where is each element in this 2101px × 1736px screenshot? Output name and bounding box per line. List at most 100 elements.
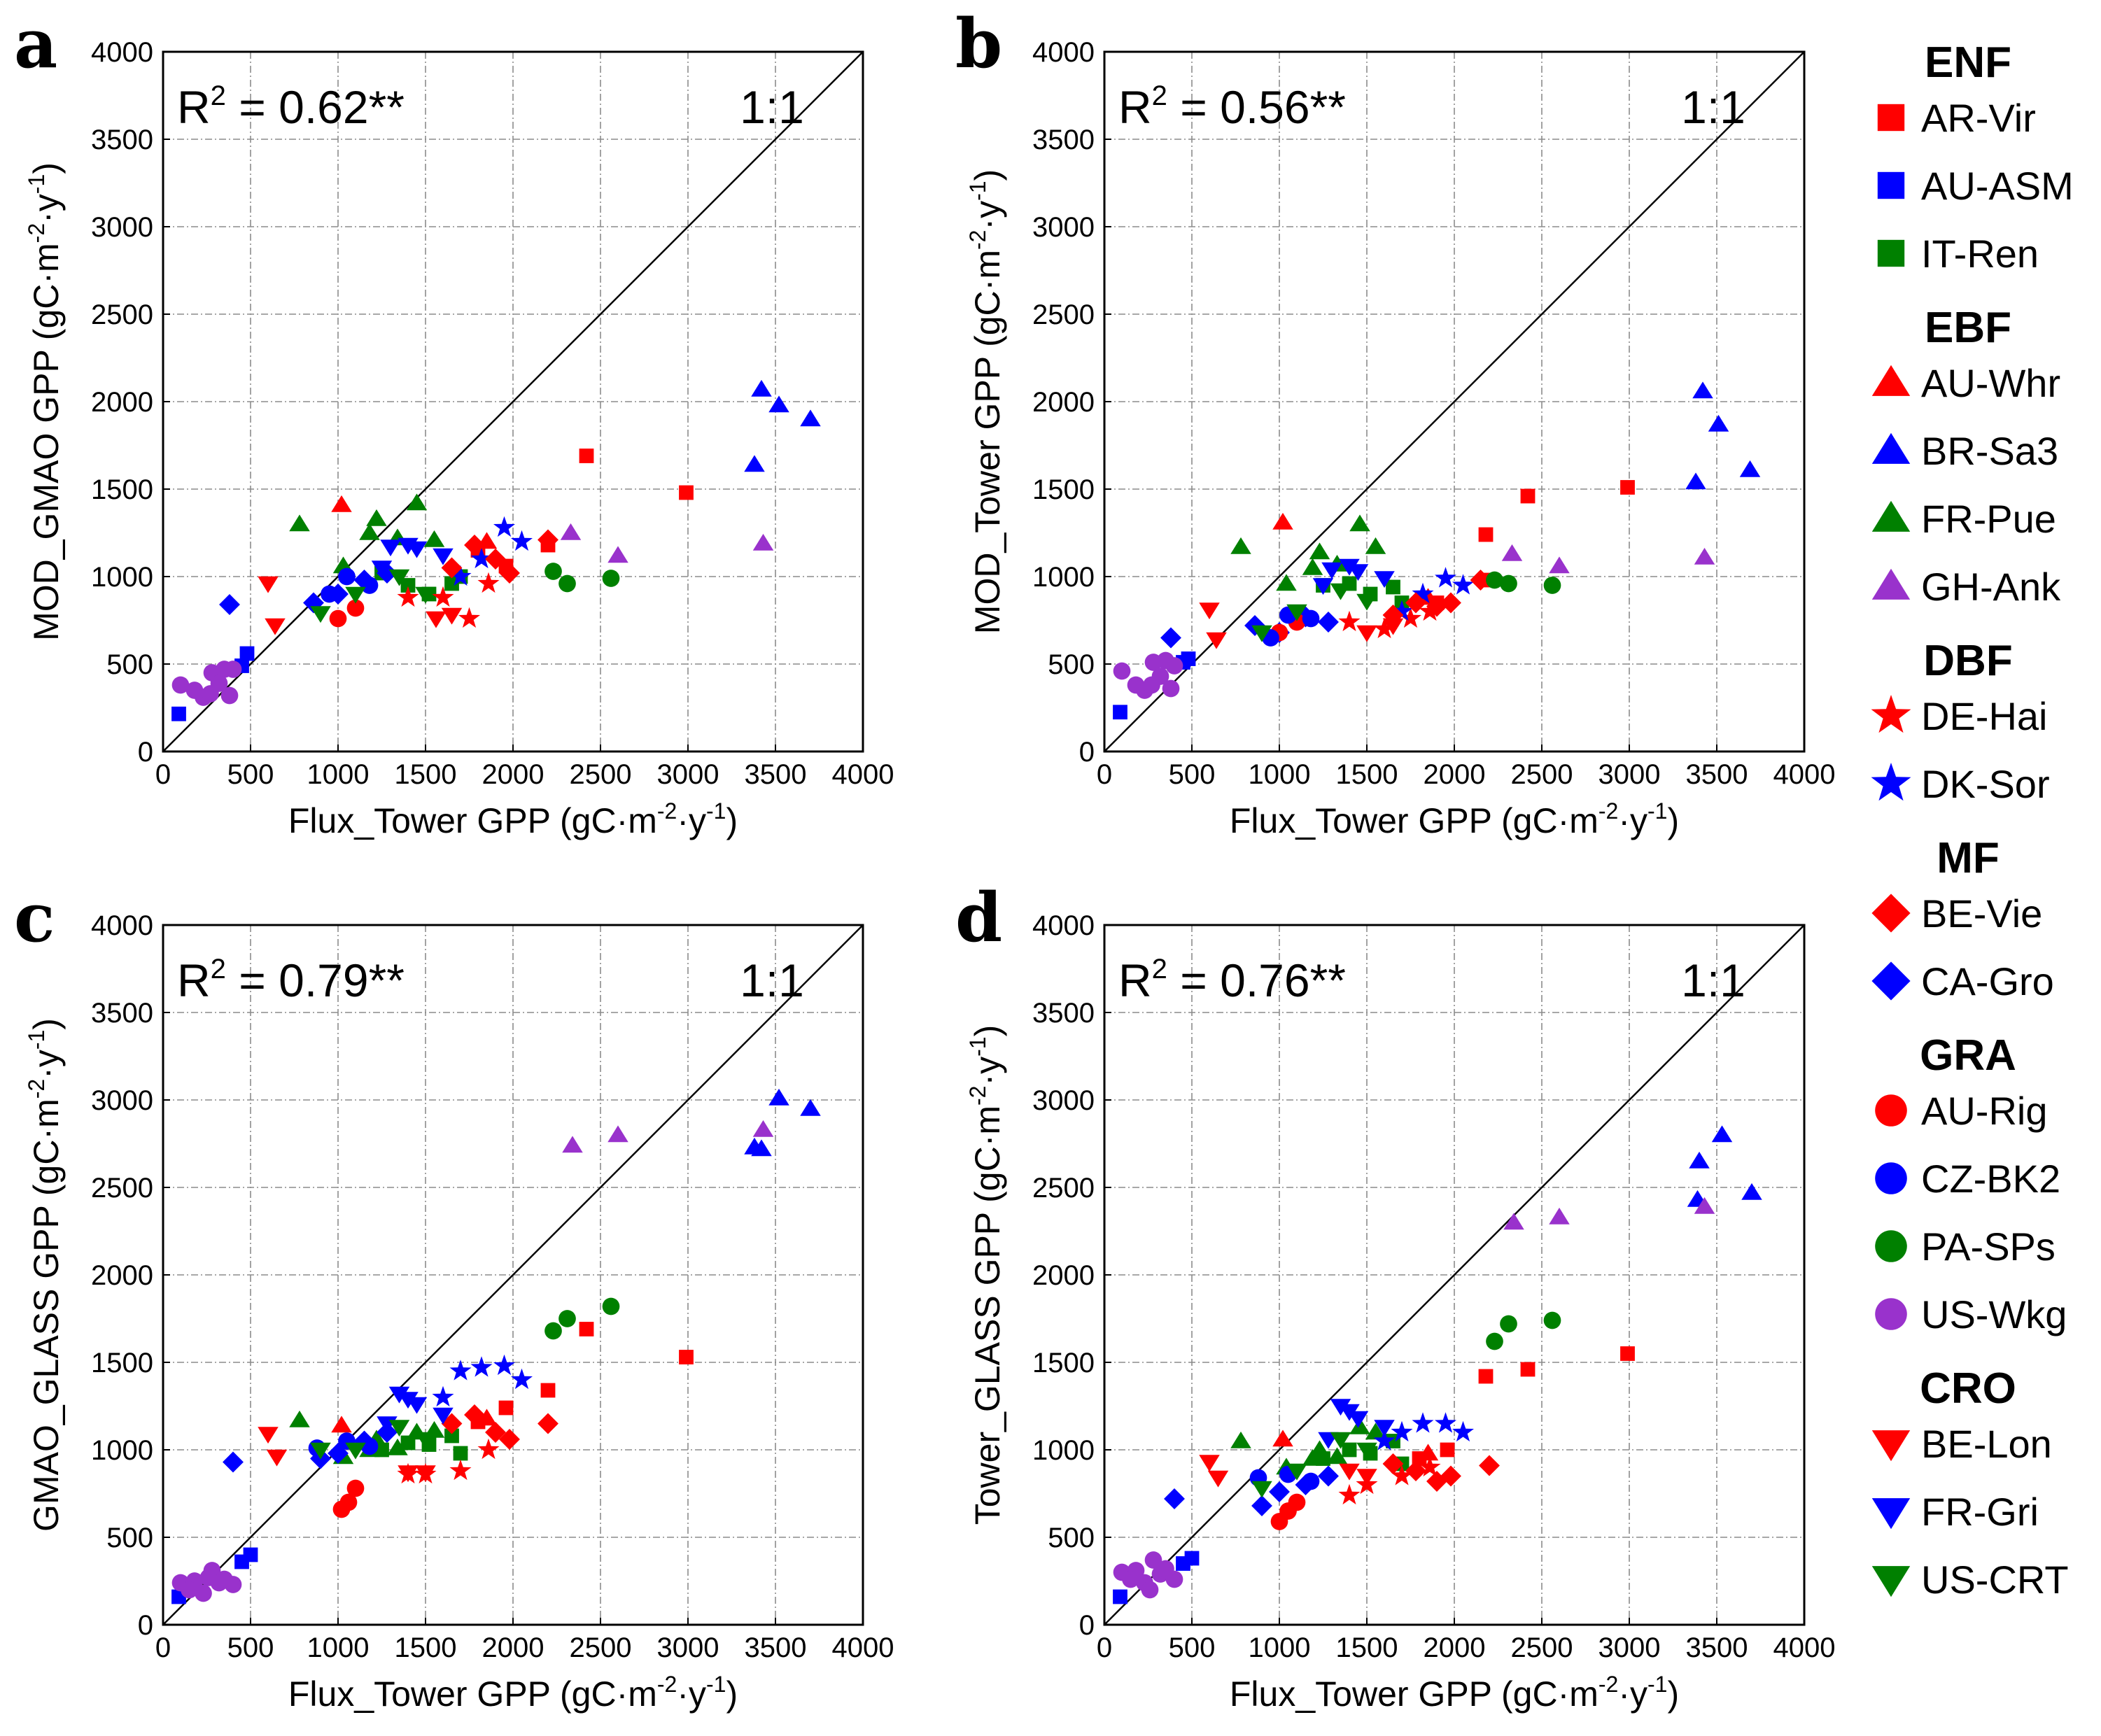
y-axis-label-text: )	[27, 1018, 66, 1030]
data-point-FR-Pue	[1230, 1431, 1251, 1448]
one-to-one-label: 1:1	[1681, 81, 1745, 133]
data-point-DE-Hai	[1391, 1465, 1413, 1486]
r-squared-text: R	[1118, 81, 1152, 133]
data-point-DK-Sor	[493, 516, 515, 537]
y-axis-label-sup: -2	[24, 1079, 49, 1099]
x-axis-label-text: )	[726, 1674, 738, 1714]
data-point-BR-Sa3	[800, 1099, 821, 1116]
data-point-DE-Hai	[1419, 600, 1441, 621]
data-point-US-Wkg	[181, 1581, 198, 1599]
data-point-BE-Lon	[1382, 618, 1404, 635]
y-axis-label-text: MOD_GMAO GPP (gC·m	[27, 243, 66, 641]
r-squared-label: R2 = 0.62**	[177, 80, 405, 133]
data-point-BE-Lon	[258, 576, 279, 593]
data-point-US-CRT	[388, 569, 410, 586]
data-point-FR-Gri	[380, 539, 401, 557]
data-point-CA-Gro	[1251, 1495, 1272, 1516]
x-tick-label: 4000	[832, 1632, 894, 1663]
r-squared-label: R2 = 0.79**	[177, 954, 405, 1006]
r-squared-sup: 2	[211, 954, 226, 985]
x-tick-label: 0	[155, 759, 171, 790]
data-point-US-CRT	[310, 1442, 331, 1460]
data-point-US-Wkg	[1143, 676, 1160, 694]
data-point-US-CRT	[388, 1420, 410, 1437]
data-point-PA-SPs	[544, 1322, 562, 1340]
legend-item-label: FR-Pue	[1921, 497, 2056, 541]
x-axis-label-sup: -1	[1647, 1672, 1667, 1697]
legend-marker-DE-Hai	[1871, 695, 1911, 733]
data-point-BE-Lon	[426, 611, 447, 628]
r-squared-text: R	[177, 954, 211, 1006]
y-tick-label: 2000	[91, 387, 153, 418]
data-point-GH-Ank	[1694, 547, 1715, 565]
data-point-DE-Hai	[1338, 1483, 1361, 1505]
data-point-PA-SPs	[602, 1297, 620, 1315]
data-point-AR-Vir	[498, 1400, 514, 1416]
data-point-BR-Sa3	[768, 395, 789, 413]
data-point-PA-SPs	[1543, 1311, 1561, 1329]
data-point-AR-Vir	[1620, 1346, 1635, 1361]
legend-item-label: AU-Whr	[1921, 361, 2060, 405]
data-point-DK-Sor	[449, 565, 472, 586]
x-tick-label: 1000	[1249, 759, 1311, 790]
data-point-BR-Sa3	[1708, 414, 1729, 432]
data-point-AR-Vir	[1520, 1362, 1536, 1377]
x-tick-label: 1000	[1249, 1632, 1311, 1663]
legend-item-label: BE-Lon	[1921, 1422, 2052, 1466]
data-point-FR-Gri	[1330, 1399, 1351, 1416]
x-axis-label-sup: -2	[657, 1672, 677, 1697]
data-point-US-Wkg	[171, 676, 190, 694]
x-tick-label: 4000	[1773, 759, 1836, 790]
data-point-DE-Hai	[477, 1438, 500, 1460]
data-point-CZ-BK2	[338, 567, 356, 586]
r-squared-sup: 2	[1152, 80, 1167, 111]
x-axis-label-text: Flux_Tower GPP (gC·m	[1230, 801, 1598, 840]
legend-item-label: BE-Vie	[1921, 891, 2042, 936]
x-tick-label: 3500	[1686, 1632, 1748, 1663]
data-point-BR-Sa3	[1692, 381, 1713, 399]
x-tick-label: 0	[1097, 1632, 1112, 1663]
data-point-AU-Whr	[1417, 1444, 1439, 1461]
y-axis-label-sup: -2	[965, 1086, 990, 1106]
data-point-DE-Hai	[477, 572, 500, 593]
panel-letter: a	[14, 4, 57, 83]
data-point-BE-Vie	[1405, 1460, 1426, 1481]
data-point-AR-Vir	[1520, 488, 1536, 504]
legend-group-title: ENF	[1925, 38, 2011, 87]
y-axis-label-text: )	[27, 162, 66, 174]
x-tick-label: 1500	[395, 1632, 457, 1663]
data-point-US-CRT	[345, 586, 366, 604]
data-point-DE-Hai	[458, 607, 480, 628]
y-axis-label-sup: -1	[24, 1030, 49, 1050]
y-axis-label-sup: -2	[24, 223, 49, 243]
y-tick-label: 0	[1079, 737, 1095, 768]
y-tick-label: 1500	[1032, 1348, 1095, 1378]
x-axis-label: Flux_Tower GPP (gC·m-2·y-1)	[1230, 1672, 1679, 1714]
r-squared-sup: 2	[211, 80, 226, 111]
data-point-US-CRT	[1330, 1432, 1351, 1449]
y-axis-label: MOD_GMAO GPP (gC·m-2·y-1)	[24, 162, 66, 641]
data-point-CZ-BK2	[360, 577, 379, 594]
y-axis-label: MOD_Tower GPP (gC·m-2·y-1)	[965, 169, 1007, 634]
legend-group-title: DBF	[1923, 637, 2012, 685]
legend-item-label: DK-Sor	[1921, 762, 2050, 806]
y-axis-label-text: ·y	[968, 1057, 1007, 1086]
data-point-PA-SPs	[558, 574, 576, 593]
data-point-BE-Vie	[1426, 1471, 1447, 1492]
data-point-DK-Sor	[1452, 574, 1474, 595]
legend-item-label: FR-Gri	[1921, 1490, 2039, 1534]
data-point-FR-Pue	[289, 514, 310, 532]
legend-item-label: IT-Ren	[1921, 232, 2039, 276]
y-tick-label: 2500	[91, 299, 153, 330]
data-point-DK-Sor	[1391, 1420, 1413, 1442]
x-axis-label-sup: -2	[657, 798, 677, 824]
data-point-FR-Pue	[387, 1438, 408, 1455]
legend-group-title: EBF	[1925, 304, 2011, 352]
legend-marker-US-CRT	[1871, 1566, 1911, 1597]
y-axis-label-text: MOD_Tower GPP (gC·m	[968, 250, 1007, 634]
legend-item-label: US-Wkg	[1921, 1292, 2067, 1336]
data-point-DE-Hai	[1338, 610, 1361, 632]
legend-marker-CA-Gro	[1871, 961, 1911, 1001]
data-point-FR-Pue	[1302, 1448, 1323, 1466]
data-point-BE-Lon	[1199, 602, 1220, 620]
